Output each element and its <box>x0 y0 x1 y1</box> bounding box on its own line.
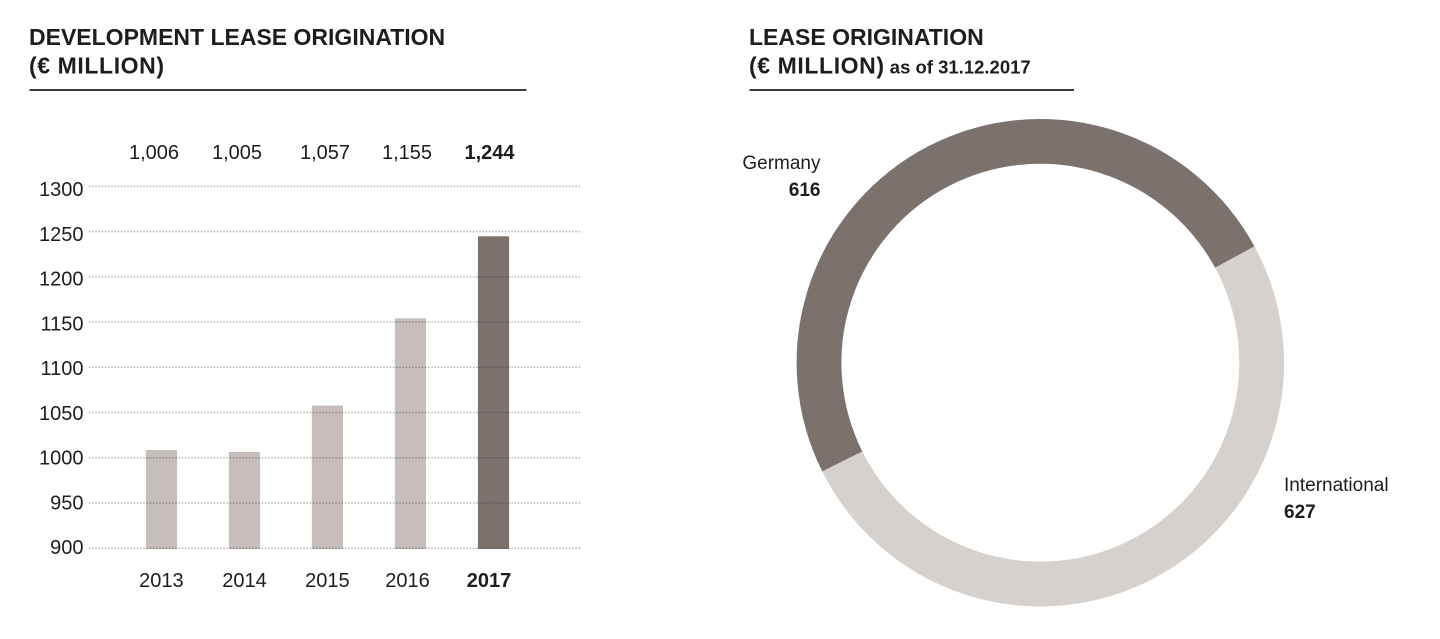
svg-text:1300: 1300 <box>39 179 84 201</box>
svg-text:Germany: Germany <box>742 153 821 174</box>
svg-text:900: 900 <box>50 537 83 559</box>
svg-text:1200: 1200 <box>39 269 84 291</box>
svg-text:2017: 2017 <box>467 570 512 592</box>
svg-text:2014: 2014 <box>222 570 267 592</box>
svg-text:1,057: 1,057 <box>300 142 350 164</box>
svg-text:1,155: 1,155 <box>382 142 432 164</box>
svg-text:(€ MILLION): (€ MILLION) <box>29 53 165 79</box>
svg-text:1000: 1000 <box>39 448 84 470</box>
svg-text:DEVELOPMENT LEASE ORIGINATION: DEVELOPMENT LEASE ORIGINATION <box>29 24 445 50</box>
svg-text:950: 950 <box>50 492 83 514</box>
svg-text:2015: 2015 <box>305 570 350 592</box>
svg-text:LEASE ORIGINATION: LEASE ORIGINATION <box>749 24 984 50</box>
svg-text:2016: 2016 <box>385 570 430 592</box>
svg-text:1,006: 1,006 <box>129 142 179 164</box>
svg-text:1100: 1100 <box>40 358 83 380</box>
svg-text:1250: 1250 <box>39 224 84 246</box>
svg-text:627: 627 <box>1284 502 1316 523</box>
svg-text:(€ MILLION) as of 31.12.2017: (€ MILLION) as of 31.12.2017 <box>749 53 1031 79</box>
svg-text:1,005: 1,005 <box>212 142 262 164</box>
svg-text:616: 616 <box>789 180 821 201</box>
svg-text:International: International <box>1284 475 1389 496</box>
svg-text:2013: 2013 <box>139 570 184 592</box>
svg-text:1050: 1050 <box>39 403 84 425</box>
svg-text:1150: 1150 <box>40 313 83 335</box>
svg-text:1,244: 1,244 <box>464 142 515 164</box>
